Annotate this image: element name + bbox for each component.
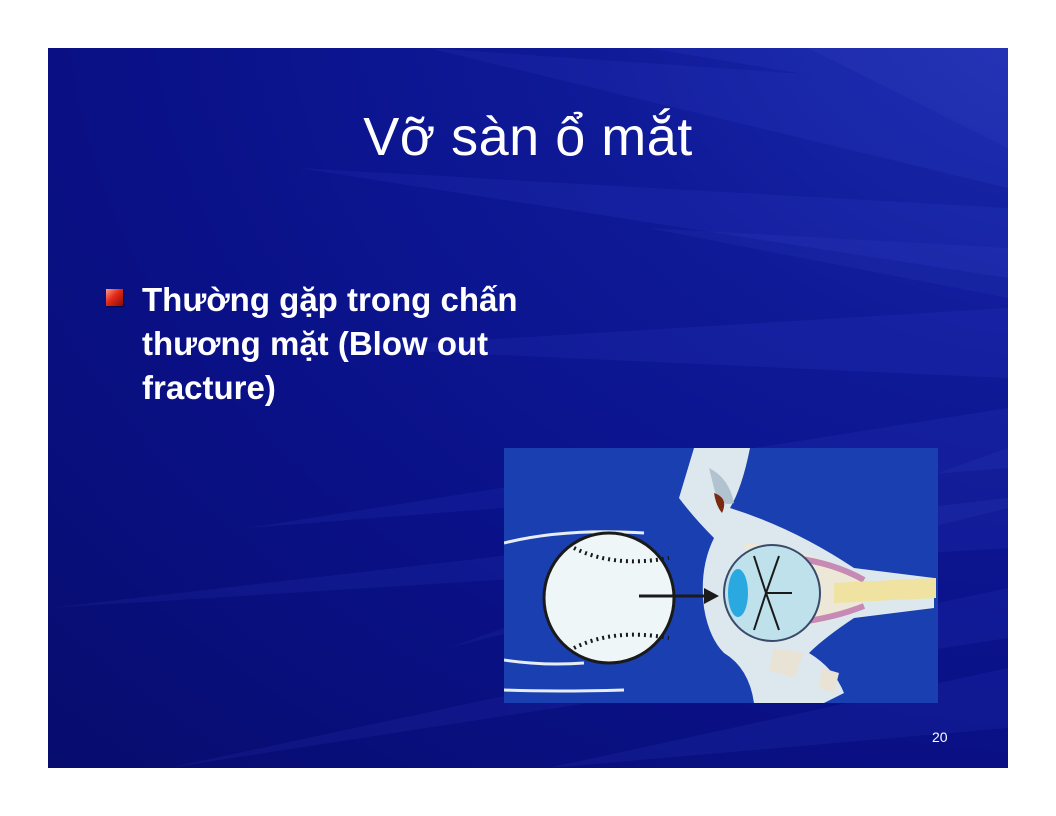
square-bullet-icon — [106, 289, 123, 306]
page-number: 20 — [932, 729, 948, 745]
bullet-text: Thường gặp trong chấn thương mặt (Blow o… — [142, 281, 518, 406]
blow-out-fracture-illustration-icon — [504, 448, 938, 703]
slide-title: Vỡ sàn ổ mắt — [363, 107, 693, 167]
slide: Vỡ sàn ổ mắt Thường gặp trong chấn thươn… — [48, 48, 1008, 768]
